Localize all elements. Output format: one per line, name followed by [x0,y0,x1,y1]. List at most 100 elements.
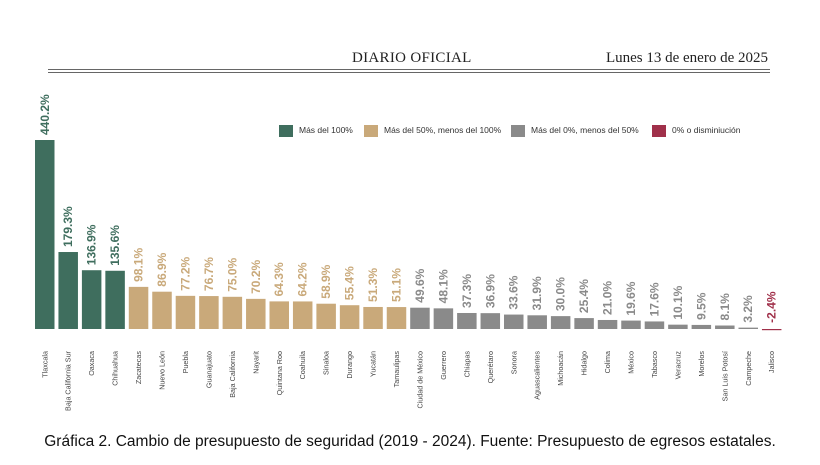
bar [246,298,266,329]
category-tick-label: Tamaulipas [392,351,401,388]
bar [199,296,219,329]
bar-value-label: 10.1% [671,285,685,319]
bar-value-label: 8.1% [718,293,732,321]
category-tick-label: Colima [603,351,612,373]
bar-value-label: 75.0% [225,257,239,291]
category-tick-label: Tlaxcala [40,351,49,378]
bar [292,301,313,329]
bar-value-label: 51.3% [366,268,380,302]
bar-value-label: 64.3% [272,262,286,296]
category-tick-label: Coahuila [298,351,307,379]
category-tick-label: Sinaloa [322,351,331,375]
bar [597,319,618,329]
header-date: Lunes 13 de enero de 2025 [605,50,768,66]
category-tick-label: Morelos [697,351,706,377]
category-tick-label: Chihuahua [111,351,120,386]
legend-label-gt0: Más del 0%, menos del 50% [531,125,639,135]
legend-label-gt50: Más del 50%, menos del 100% [384,125,502,135]
legend-label-gt100: Más del 100% [299,125,353,135]
category-tick-label: Guerrero [439,351,448,380]
bar [58,252,78,329]
bar-value-label: 19.6% [624,281,638,315]
bar-value-label: 48.1% [436,269,450,303]
category-tick-label: Puebla [181,351,190,373]
bar-value-label: 98.1% [132,248,146,282]
bar [128,286,149,329]
bar-value-label: 17.6% [647,282,661,316]
legend-swatch-gt50 [364,125,378,137]
bar [35,140,55,329]
category-tick-label: Tabasco [650,351,659,378]
bar-value-label: 70.2% [249,260,263,294]
category-tick-label: Michoacán [556,351,565,386]
bar-value-label: 31.9% [530,276,544,310]
bar-value-label: 76.7% [202,257,216,291]
bar [457,312,477,329]
bar [222,296,243,329]
bar-value-label: 58.9% [319,264,333,298]
category-tick-label: Nayarit [251,351,260,374]
header-publication-name: DIARIO OFICIAL [352,50,472,66]
category-tick-label: Querétaro [486,351,495,383]
category-tick-label: México [627,351,636,374]
bar [621,320,641,329]
bar-value-label: 55.4% [343,266,357,300]
category-tick-label: Yucatán [369,351,378,377]
bar [761,329,782,331]
header-rule-top [48,69,770,70]
category-tick-label: Guanajuato [204,351,213,388]
bar [574,318,594,329]
bar-value-label: 135.6% [108,225,122,266]
bar [691,324,712,329]
category-tick-label: Zacatecas [134,351,143,385]
category-tick-label: Aguascalientes [533,351,542,400]
bar-value-label: 21.0% [601,281,615,315]
bar-value-label: 49.6% [413,268,427,302]
legend-swatch-gt0 [511,125,525,137]
bar [175,295,196,329]
page-header: DIARIO OFICIAL Lunes 13 de enero de 2025 [48,50,770,72]
bar [410,307,430,329]
bar-value-label: 440.2% [38,94,52,135]
legend-swatch-gt100 [279,125,293,137]
bar [386,307,407,329]
category-tick-label: Baja California Sur [64,350,73,411]
bar [105,270,125,329]
bar-value-label: 33.6% [507,275,521,309]
category-tick-label: San Luis Potosí [720,351,729,401]
category-tick-label: Campeche [744,351,753,386]
category-tick-label: Jalisco [767,351,776,373]
bar-value-label: 136.9% [85,224,99,265]
category-tick-label: Durango [345,351,354,379]
category-tick-label: Nuevo León [158,351,167,390]
bar [81,270,102,329]
bar [668,324,688,329]
bar [644,321,665,329]
bar-value-label: 86.9% [155,252,169,286]
bar [339,305,360,329]
category-tick-label: Sonora [509,351,518,374]
category-tick-label: Hidalgo [580,351,589,375]
bar-chart: 440.2% Tlaxcala 179.3% Baja California Sur 1… [35,94,782,411]
bar-value-label: 30.0% [554,277,568,311]
bar [316,303,336,329]
bar-value-label: 51.1% [390,268,404,302]
chart-caption: Gráfica 2. Cambio de presupuesto de segu… [44,433,776,450]
bar [550,316,571,329]
legend-swatch-le0 [652,125,666,137]
bar-value-label: 36.9% [483,274,497,308]
bar-value-label: -2.4% [765,291,779,323]
bar-value-label: 37.3% [460,274,474,308]
bar-value-label: 179.3% [61,206,75,247]
header-rule-bottom [48,72,770,73]
bar [269,301,289,329]
bar-value-label: 9.5% [694,292,708,320]
bar [527,315,547,329]
bar [480,313,501,329]
bar [738,327,758,329]
bar [504,314,524,329]
bar [152,291,172,329]
bar-value-label: 3.2% [741,295,755,323]
category-tick-label: Chiapas [462,351,471,378]
bar [363,306,383,329]
